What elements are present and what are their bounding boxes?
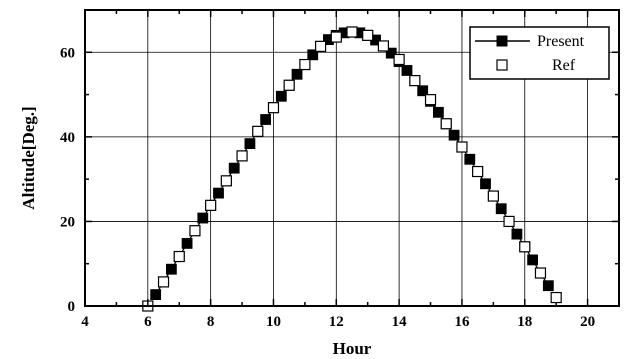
tick-labels: 4 6 8 10 12 14 16 18 20 0 20 40 60 <box>60 45 595 330</box>
legend: Present Ref <box>469 26 610 80</box>
x-tick-label: 10 <box>266 314 281 330</box>
marker-ref <box>314 40 327 52</box>
marker-ref <box>393 53 405 66</box>
plot-frame <box>84 9 620 307</box>
marker-present <box>527 254 539 266</box>
legend-marker-ref <box>496 59 508 71</box>
marker-present <box>417 85 429 97</box>
marker-present <box>165 263 177 275</box>
marker-present <box>385 47 397 59</box>
marker-ref <box>267 102 280 114</box>
y-tick-label: 0 <box>68 299 76 315</box>
marker-ref <box>362 29 374 41</box>
marker-present <box>150 289 162 300</box>
marker-ref <box>456 141 468 153</box>
x-tick-label: 16 <box>454 314 470 330</box>
y-tick-label: 40 <box>60 130 75 146</box>
marker-ref <box>236 150 248 162</box>
marker-present <box>464 153 476 165</box>
marker-present <box>213 187 224 199</box>
marker-ref <box>220 175 232 187</box>
marker-ref <box>550 291 562 304</box>
x-tick-label: 8 <box>207 314 215 330</box>
marker-present <box>401 65 413 76</box>
x-tick-label: 18 <box>517 314 532 330</box>
marker-ref <box>346 26 358 38</box>
marker-present <box>511 228 523 240</box>
marker-ref <box>205 199 217 211</box>
marker-present <box>480 178 491 190</box>
marker-ref <box>409 75 421 87</box>
marker-ref <box>503 215 515 228</box>
marker-present <box>495 203 507 215</box>
marker-ref <box>487 190 499 202</box>
marker-present <box>197 212 209 224</box>
data-markers <box>142 26 562 312</box>
marker-ref <box>157 276 170 288</box>
marker-ref <box>283 79 295 91</box>
marker-present <box>244 138 256 150</box>
legend-marker-present <box>496 35 508 47</box>
marker-ref <box>534 267 547 279</box>
marker-ref <box>299 58 311 71</box>
marker-ref <box>330 31 342 43</box>
grid-lines <box>85 10 619 306</box>
marker-ref <box>173 250 185 263</box>
marker-present <box>432 106 444 118</box>
x-tick-label: 12 <box>329 314 344 330</box>
x-tick-label: 20 <box>580 314 595 330</box>
marker-ref <box>519 241 531 253</box>
marker-ref <box>472 165 484 178</box>
marker-present <box>228 162 240 174</box>
marker-present <box>260 114 272 125</box>
marker-ref <box>252 125 264 137</box>
marker-present <box>181 238 193 249</box>
x-tick-label: 6 <box>144 314 152 330</box>
marker-present <box>542 280 554 292</box>
axis-ticks <box>84 9 620 307</box>
marker-ref <box>377 40 390 52</box>
x-tick-label: 14 <box>392 314 408 330</box>
marker-ref <box>189 225 201 237</box>
y-axis-label: Altitude[Deg.] <box>19 106 38 209</box>
marker-present <box>291 68 303 80</box>
legend-box <box>469 26 610 80</box>
marker-present <box>448 129 460 141</box>
marker-present <box>307 49 319 61</box>
legend-label-present: Present <box>537 33 585 50</box>
y-tick-label: 60 <box>60 45 75 61</box>
marker-present <box>275 90 287 102</box>
x-axis-label: Hour <box>333 339 372 358</box>
legend-label-ref: Ref <box>552 57 576 74</box>
x-tick-label: 4 <box>81 314 89 330</box>
marker-ref <box>424 94 437 106</box>
marker-ref <box>440 118 452 130</box>
y-tick-label: 20 <box>60 214 75 230</box>
